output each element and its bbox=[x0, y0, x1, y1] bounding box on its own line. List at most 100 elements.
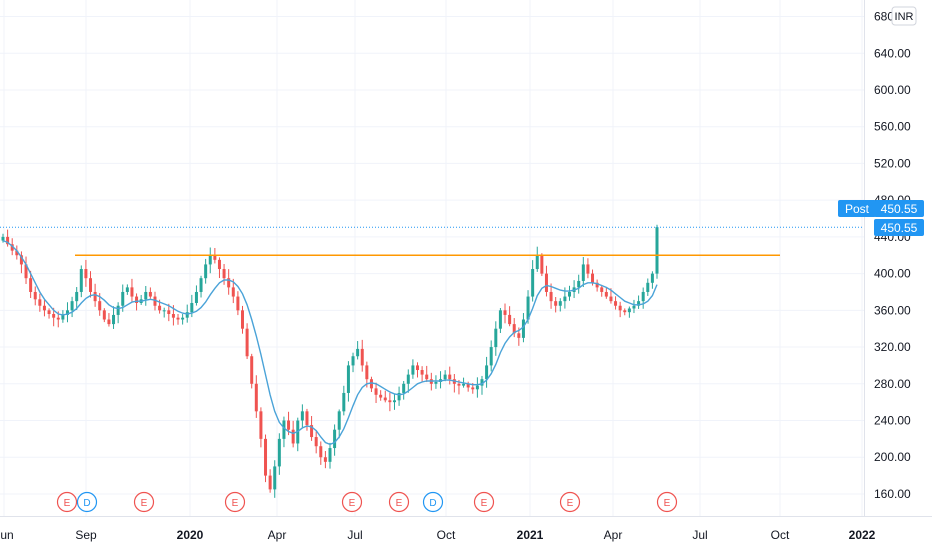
candle bbox=[425, 365, 429, 383]
candle-body bbox=[102, 310, 106, 320]
event-label: E bbox=[64, 498, 71, 509]
earnings-marker[interactable]: E bbox=[473, 491, 495, 513]
candle-body bbox=[586, 264, 590, 274]
candle bbox=[641, 287, 645, 309]
candle-body bbox=[650, 273, 654, 283]
candle-body bbox=[365, 365, 369, 380]
candle-body bbox=[512, 324, 516, 334]
time-tick-label: Jul bbox=[347, 528, 362, 542]
post-market-badge: Post 450.55 bbox=[838, 200, 924, 217]
candle bbox=[245, 323, 249, 360]
price-tick-label: 640.00 bbox=[874, 46, 911, 60]
candle-body bbox=[153, 296, 157, 306]
candle bbox=[581, 257, 585, 288]
candle bbox=[586, 258, 590, 279]
candle-body bbox=[383, 397, 387, 401]
candle bbox=[19, 251, 23, 274]
candle bbox=[277, 433, 281, 475]
candle-body bbox=[319, 446, 323, 458]
candle bbox=[319, 441, 323, 465]
candle-body bbox=[485, 365, 489, 380]
candle bbox=[494, 321, 498, 356]
candle bbox=[222, 263, 226, 285]
candle-body bbox=[65, 310, 69, 315]
candle-body bbox=[98, 301, 102, 311]
candle bbox=[240, 305, 244, 334]
candle bbox=[402, 380, 406, 400]
candle-body bbox=[236, 296, 240, 311]
candle-body bbox=[420, 370, 424, 375]
candle bbox=[549, 283, 553, 309]
earnings-marker[interactable]: E bbox=[133, 491, 155, 513]
price-axis[interactable]: 160.00 200.00 240.00 280.00 320.00 360.00 400.… bbox=[874, 10, 911, 501]
candle bbox=[623, 308, 627, 316]
time-tick-label: 2020 bbox=[177, 528, 204, 542]
dividend-marker[interactable]: D bbox=[422, 491, 444, 513]
event-label: D bbox=[429, 498, 436, 509]
candle-body bbox=[148, 291, 152, 297]
candle-body bbox=[167, 310, 171, 315]
candle bbox=[383, 390, 387, 403]
candle bbox=[181, 313, 185, 325]
candle bbox=[333, 424, 337, 456]
candle bbox=[65, 302, 69, 323]
candle-body bbox=[632, 305, 636, 309]
time-tick-label: Jun bbox=[0, 528, 14, 542]
candle bbox=[558, 298, 562, 312]
candle-body bbox=[471, 387, 475, 390]
dividend-marker[interactable]: D bbox=[76, 491, 98, 513]
candle-body bbox=[425, 374, 429, 380]
candle-body bbox=[623, 310, 627, 313]
candle-body bbox=[310, 425, 314, 438]
candle-body bbox=[351, 356, 355, 366]
earnings-marker[interactable]: E bbox=[656, 491, 678, 513]
candle bbox=[282, 416, 286, 448]
candle bbox=[144, 285, 148, 306]
earnings-marker[interactable]: E bbox=[56, 491, 78, 513]
candle bbox=[79, 265, 83, 298]
candle bbox=[139, 294, 143, 305]
candle-body bbox=[443, 374, 447, 380]
candle-body bbox=[563, 296, 567, 302]
currency-badge[interactable]: INR bbox=[891, 6, 917, 26]
earnings-marker[interactable]: E bbox=[559, 491, 581, 513]
candle-body bbox=[646, 282, 650, 292]
candle-body bbox=[52, 314, 56, 318]
candle bbox=[89, 271, 93, 298]
price-tick-label: 280.00 bbox=[874, 377, 911, 391]
time-axis[interactable]: Jun Sep 2020 Apr Jul Oct 2021 Apr Jul Oct 2022 bbox=[0, 528, 876, 542]
earnings-marker[interactable]: E bbox=[388, 491, 410, 513]
candle bbox=[227, 269, 231, 295]
candle-body bbox=[328, 448, 332, 462]
candle bbox=[567, 285, 571, 301]
grid-lines bbox=[0, 0, 864, 516]
candle bbox=[148, 287, 152, 299]
candle-body bbox=[194, 291, 198, 303]
candle-body bbox=[604, 291, 608, 297]
candle-body bbox=[508, 314, 512, 325]
candle-body bbox=[254, 383, 258, 412]
earnings-marker[interactable]: E bbox=[341, 491, 363, 513]
candle bbox=[614, 296, 618, 310]
candle bbox=[434, 375, 438, 389]
candle-body bbox=[84, 269, 88, 279]
earnings-marker[interactable]: E bbox=[224, 491, 246, 513]
candle-body bbox=[287, 420, 291, 430]
candle bbox=[162, 307, 166, 318]
candle bbox=[204, 258, 208, 284]
candle bbox=[342, 385, 346, 416]
candle bbox=[75, 287, 79, 311]
candle bbox=[475, 377, 479, 398]
price-tick-label: 320.00 bbox=[874, 340, 911, 354]
price-tick-label: 600.00 bbox=[874, 83, 911, 97]
event-circle bbox=[656, 491, 678, 513]
event-label: E bbox=[567, 498, 574, 509]
candle bbox=[167, 303, 171, 322]
candle-body bbox=[305, 411, 309, 426]
candle bbox=[554, 296, 558, 313]
time-tick-label: Apr bbox=[268, 528, 287, 542]
candle bbox=[84, 259, 88, 287]
price-tick-label: 360.00 bbox=[874, 303, 911, 317]
